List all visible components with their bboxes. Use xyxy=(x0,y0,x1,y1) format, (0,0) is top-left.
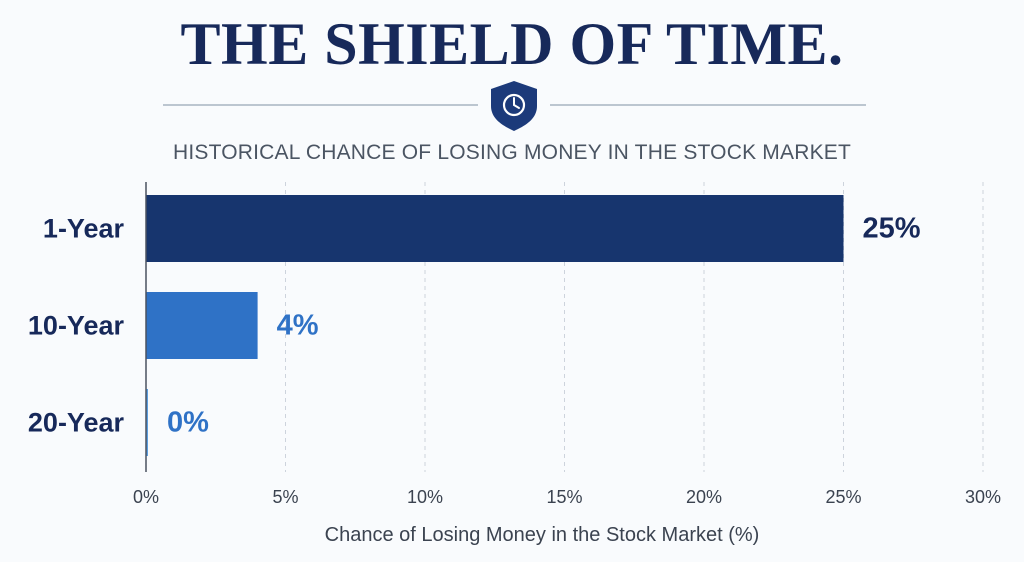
page-title: THE SHIELD OF TIME. xyxy=(180,11,844,77)
bars xyxy=(146,195,844,456)
x-tick-label: 5% xyxy=(272,487,298,507)
bar-1-year xyxy=(146,195,844,262)
category-label: 20-Year xyxy=(28,408,125,438)
x-tick-label: 10% xyxy=(407,487,443,507)
category-label: 1-Year xyxy=(43,214,125,244)
x-axis-label: Chance of Losing Money in the Stock Mark… xyxy=(325,524,760,546)
data-label: 25% xyxy=(863,213,921,245)
category-labels: 1-Year 10-Year 20-Year xyxy=(28,214,125,438)
data-label: 0% xyxy=(167,407,209,439)
x-tick-label: 0% xyxy=(133,487,159,507)
category-label: 10-Year xyxy=(28,311,125,341)
bar-10-year xyxy=(146,292,258,359)
bar-20-year xyxy=(146,389,148,456)
x-tick-labels: 0% 5% 10% 15% 20% 25% 30% xyxy=(133,487,1001,507)
x-tick-label: 20% xyxy=(686,487,722,507)
data-label: 4% xyxy=(277,310,319,342)
x-tick-label: 30% xyxy=(965,487,1001,507)
title-divider xyxy=(163,81,866,131)
x-tick-label: 25% xyxy=(825,487,861,507)
data-labels: 25% 4% 0% xyxy=(167,213,921,439)
chart-subtitle: HISTORICAL CHANCE OF LOSING MONEY IN THE… xyxy=(172,141,852,164)
shield-clock-icon xyxy=(491,81,537,131)
x-tick-label: 15% xyxy=(546,487,582,507)
